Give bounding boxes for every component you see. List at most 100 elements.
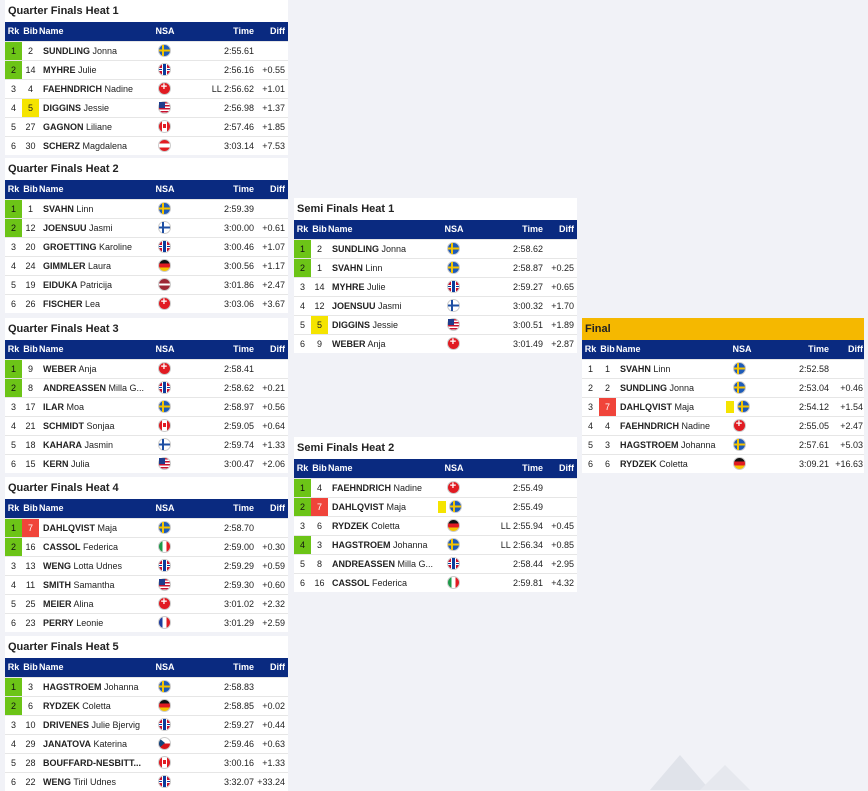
- table-row[interactable]: 3 10 DRIVENES Julie Bjervig 2:59.27 +0.44: [5, 715, 288, 734]
- athlete-name[interactable]: FISCHER Lea: [43, 295, 155, 313]
- athlete-name[interactable]: ANDREASSEN Milla G...: [332, 555, 444, 573]
- athlete-name[interactable]: DIGGINS Jessie: [332, 316, 444, 334]
- table-row[interactable]: 5 5 DIGGINS Jessie 3:00.51 +1.89: [294, 315, 577, 334]
- athlete-name[interactable]: GIMMLER Laura: [43, 257, 155, 275]
- athlete-name[interactable]: ANDREASSEN Milla G...: [43, 379, 155, 397]
- athlete-name[interactable]: CASSOL Federica: [43, 538, 155, 556]
- athlete-name[interactable]: SUNDLING Jonna: [332, 240, 444, 258]
- table-row[interactable]: 1 2 SUNDLING Jonna 2:58.62: [294, 239, 577, 258]
- table-row[interactable]: 1 1 SVAHN Linn 2:52.58: [582, 359, 864, 378]
- athlete-name[interactable]: WEBER Anja: [43, 360, 155, 378]
- table-row[interactable]: 4 4 FAEHNDRICH Nadine 2:55.05 +2.47: [582, 416, 864, 435]
- table-row[interactable]: 5 19 EIDUKA Patricija 3:01.86 +2.47: [5, 275, 288, 294]
- table-row[interactable]: 5 27 GAGNON Liliane 2:57.46 +1.85: [5, 117, 288, 136]
- table-row[interactable]: 3 4 FAEHNDRICH Nadine LL 2:56.62 +1.01: [5, 79, 288, 98]
- rank-cell: 4: [10, 421, 16, 431]
- table-row[interactable]: 19 WEBER Anja 2:58.41: [5, 359, 288, 378]
- athlete-name[interactable]: KERN Julia: [43, 455, 155, 473]
- athlete-name[interactable]: SMITH Samantha: [43, 576, 155, 594]
- athlete-name[interactable]: MEIER Alina: [43, 595, 155, 613]
- table-row[interactable]: 6 30 SCHERZ Magdalena 3:03.14 +7.53: [5, 136, 288, 155]
- table-row[interactable]: 5 18 KAHARA Jasmin 2:59.74 +1.33: [5, 435, 288, 454]
- table-row[interactable]: 2 6 RYDZEK Coletta 2:58.85 +0.02: [5, 696, 288, 715]
- athlete-name[interactable]: SUNDLING Jonna: [43, 42, 155, 60]
- athlete-name[interactable]: WENG Tiril Udnes: [43, 773, 155, 791]
- table-row[interactable]: 1 1 SVAHN Linn 2:59.39: [5, 199, 288, 218]
- table-row[interactable]: 6 15 KERN Julia 3:00.47 +2.06: [5, 454, 288, 473]
- table-row[interactable]: 2 2 SUNDLING Jonna 2:53.04 +0.46: [582, 378, 864, 397]
- athlete-name[interactable]: MYHRE Julie: [43, 61, 155, 79]
- athlete-name[interactable]: JOENSUU Jasmi: [43, 219, 155, 237]
- table-row[interactable]: 5 28 BOUFFARD-NESBITT... 3:00.16 +1.33: [5, 753, 288, 772]
- table-row[interactable]: 1 2 SUNDLING Jonna 2:55.61: [5, 41, 288, 60]
- table-row[interactable]: 1 3 HAGSTROEM Johanna 2:58.83: [5, 677, 288, 696]
- table-row[interactable]: 4 3 HAGSTROEM Johanna LL 2:56.34 +0.85: [294, 535, 577, 554]
- table-row[interactable]: 14 FAEHNDRICH Nadine 2:55.49: [294, 478, 577, 497]
- athlete-name[interactable]: JOENSUU Jasmi: [332, 297, 444, 315]
- table-row[interactable]: 6 22 WENG Tiril Udnes 3:32.07 +33.24: [5, 772, 288, 791]
- athlete-name[interactable]: DAHLQVIST Maja: [332, 498, 444, 516]
- athlete-name[interactable]: GAGNON Liliane: [43, 118, 155, 136]
- athlete-name[interactable]: BOUFFARD-NESBITT...: [43, 754, 155, 772]
- athlete-name[interactable]: HAGSTROEM Johanna: [620, 436, 720, 454]
- athlete-name[interactable]: RYDZEK Coletta: [43, 697, 155, 715]
- table-row[interactable]: 3 13 WENG Lotta Udnes 2:59.29 +0.59: [5, 556, 288, 575]
- athlete-name[interactable]: FAEHNDRICH Nadine: [620, 417, 720, 435]
- athlete-name[interactable]: CASSOL Federica: [332, 574, 444, 592]
- athlete-name[interactable]: MYHRE Julie: [332, 278, 444, 296]
- athlete-name[interactable]: DAHLQVIST Maja: [43, 519, 155, 537]
- table-row[interactable]: 2 1 SVAHN Linn 2:58.87 +0.25: [294, 258, 577, 277]
- table-row[interactable]: 6 9 WEBER Anja 3:01.49 +2.87: [294, 334, 577, 353]
- table-row[interactable]: 5 3 HAGSTROEM Johanna 2:57.61 +5.03: [582, 435, 864, 454]
- athlete-name[interactable]: PERRY Leonie: [43, 614, 155, 632]
- table-row[interactable]: 4 24 GIMMLER Laura 3:00.56 +1.17: [5, 256, 288, 275]
- table-row[interactable]: 3 14 MYHRE Julie 2:59.27 +0.65: [294, 277, 577, 296]
- athlete-name[interactable]: SVAHN Linn: [620, 360, 720, 378]
- athlete-name[interactable]: WENG Lotta Udnes: [43, 557, 155, 575]
- table-row[interactable]: 2 8 ANDREASSEN Milla G... 2:58.62 +0.21: [5, 378, 288, 397]
- table-row[interactable]: 2 14 MYHRE Julie 2:56.16 +0.55: [5, 60, 288, 79]
- table-row[interactable]: 4 5 DIGGINS Jessie 2:56.98 +1.37: [5, 98, 288, 117]
- athlete-name[interactable]: SCHMIDT Sonjaa: [43, 417, 155, 435]
- table-row[interactable]: 3 7 DAHLQVIST Maja 2:54.12 +1.54: [582, 397, 864, 416]
- athlete-name[interactable]: JANATOVA Katerina: [43, 735, 155, 753]
- table-row[interactable]: 3 20 GROETTING Karoline 3:00.46 +1.07: [5, 237, 288, 256]
- table-row[interactable]: 2 12 JOENSUU Jasmi 3:00.00 +0.61: [5, 218, 288, 237]
- athlete-first-name: Nadine: [393, 483, 423, 493]
- athlete-name[interactable]: DAHLQVIST Maja: [620, 398, 720, 416]
- table-row[interactable]: 2 16 CASSOL Federica 2:59.00 +0.30: [5, 537, 288, 556]
- table-row[interactable]: 6 23 PERRY Leonie 3:01.29 +2.59: [5, 613, 288, 632]
- athlete-name[interactable]: SUNDLING Jonna: [620, 379, 720, 397]
- time-cell: 2:59.46: [223, 739, 254, 749]
- athlete-name[interactable]: ILAR Moa: [43, 398, 155, 416]
- athlete-name[interactable]: DIGGINS Jessie: [43, 99, 155, 117]
- table-row[interactable]: 4 12 JOENSUU Jasmi 3:00.32 +1.70: [294, 296, 577, 315]
- athlete-name[interactable]: KAHARA Jasmin: [43, 436, 155, 454]
- athlete-name[interactable]: DRIVENES Julie Bjervig: [43, 716, 155, 734]
- athlete-name[interactable]: WEBER Anja: [332, 335, 444, 353]
- athlete-name[interactable]: SVAHN Linn: [43, 200, 155, 218]
- rank-cell: 4: [10, 103, 16, 113]
- athlete-name[interactable]: RYDZEK Coletta: [332, 517, 444, 535]
- table-row[interactable]: 4 21 SCHMIDT Sonjaa 2:59.05 +0.64: [5, 416, 288, 435]
- athlete-name[interactable]: GROETTING Karoline: [43, 238, 155, 256]
- athlete-name[interactable]: SVAHN Linn: [332, 259, 444, 277]
- athlete-name[interactable]: SCHERZ Magdalena: [43, 137, 155, 155]
- table-row[interactable]: 5 25 MEIER Alina 3:01.02 +2.32: [5, 594, 288, 613]
- table-row[interactable]: 1 7 DAHLQVIST Maja 2:58.70: [5, 518, 288, 537]
- athlete-name[interactable]: HAGSTROEM Johanna: [43, 678, 155, 696]
- athlete-name[interactable]: RYDZEK Coletta: [620, 455, 720, 473]
- athlete-name[interactable]: FAEHNDRICH Nadine: [332, 479, 444, 497]
- table-row[interactable]: 3 17 ILAR Moa 2:58.97 +0.56: [5, 397, 288, 416]
- table-row[interactable]: 2 7 DAHLQVIST Maja 2:55.49: [294, 497, 577, 516]
- table-row[interactable]: 6 6 RYDZEK Coletta 3:09.21 +16.63: [582, 454, 864, 473]
- athlete-name[interactable]: EIDUKA Patricija: [43, 276, 155, 294]
- table-row[interactable]: 4 11 SMITH Samantha 2:59.30 +0.60: [5, 575, 288, 594]
- table-row[interactable]: 6 26 FISCHER Lea 3:03.06 +3.67: [5, 294, 288, 313]
- table-row[interactable]: 3 6 RYDZEK Coletta LL 2:55.94 +0.45: [294, 516, 577, 535]
- table-row[interactable]: 4 29 JANATOVA Katerina 2:59.46 +0.63: [5, 734, 288, 753]
- athlete-name[interactable]: HAGSTROEM Johanna: [332, 536, 444, 554]
- athlete-name[interactable]: FAEHNDRICH Nadine: [43, 80, 155, 98]
- table-row[interactable]: 6 16 CASSOL Federica 2:59.81 +4.32: [294, 573, 577, 592]
- table-row[interactable]: 5 8 ANDREASSEN Milla G... 2:58.44 +2.95: [294, 554, 577, 573]
